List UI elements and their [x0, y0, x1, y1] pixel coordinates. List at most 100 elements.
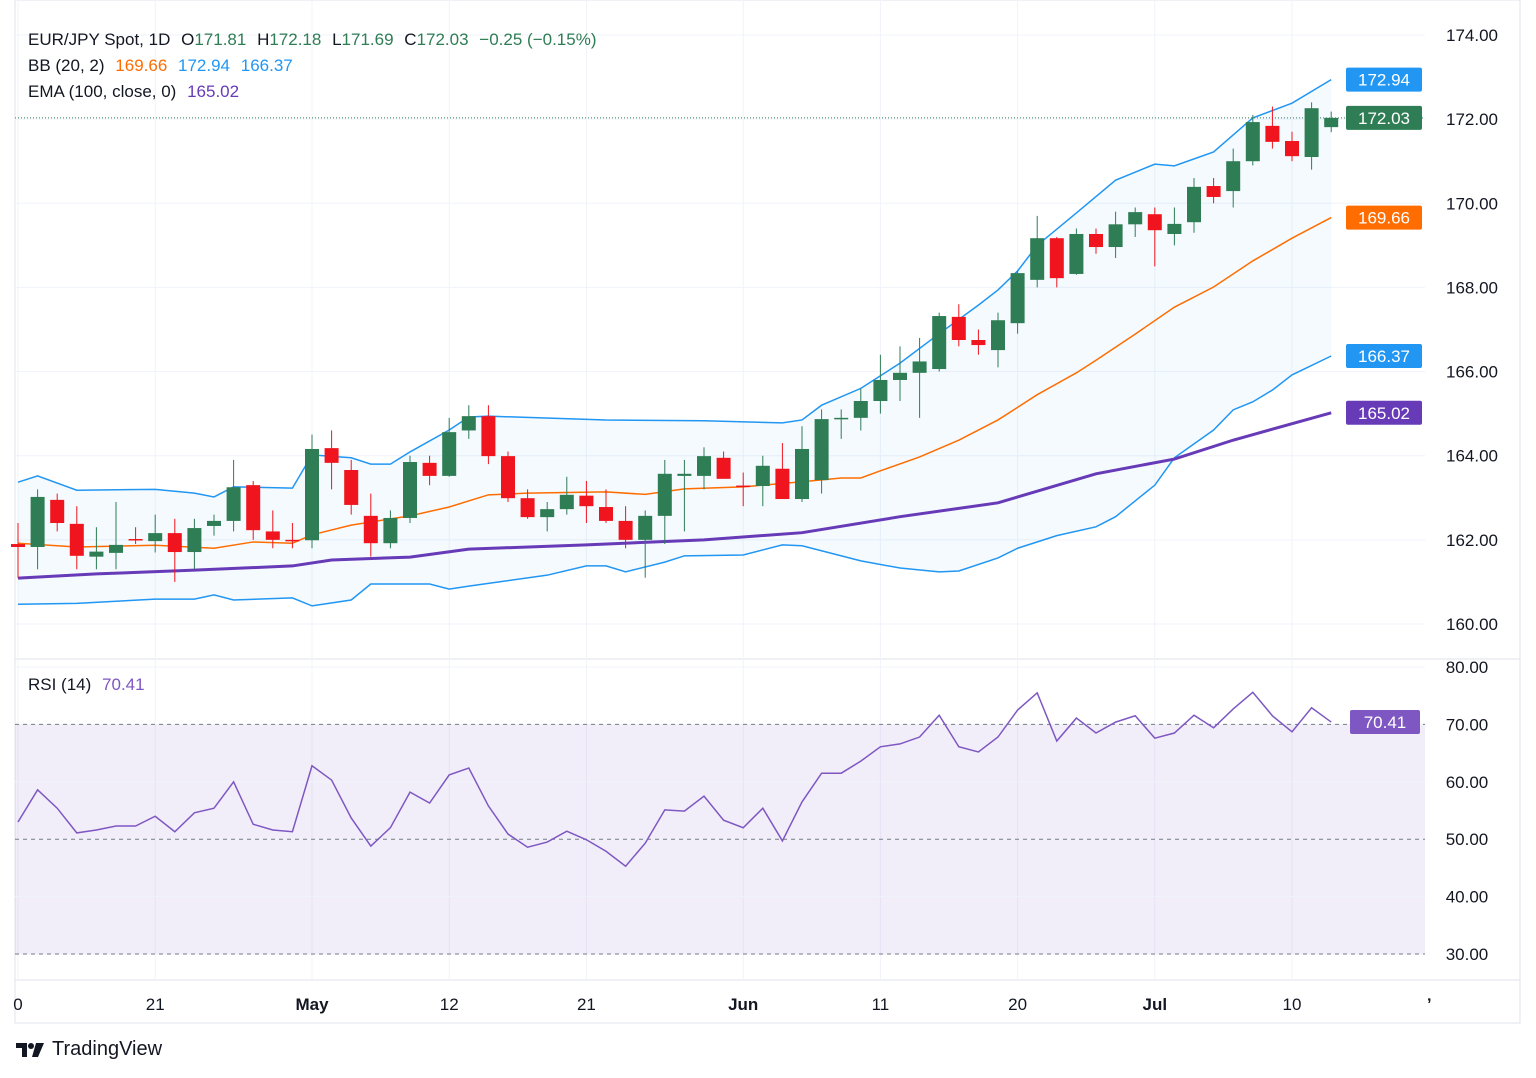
candle	[677, 459, 692, 532]
price-tag: 172.94	[1346, 67, 1422, 92]
candle	[305, 434, 319, 549]
candle-body	[11, 544, 25, 547]
candle-body	[363, 515, 378, 544]
candle	[853, 388, 868, 431]
candle-body	[167, 533, 182, 553]
y-tick-label: 168.00	[1446, 278, 1498, 297]
candle-body	[1245, 122, 1260, 162]
candle-body	[383, 517, 398, 544]
candle-body	[403, 462, 417, 518]
price-tag-label: 169.66	[1358, 209, 1410, 228]
bb-lower-value: 166.37	[240, 56, 293, 75]
rsi-tick-label: 80.00	[1446, 658, 1489, 677]
x-tick-label: 21	[146, 995, 165, 1014]
rsi-tick-label: 70.00	[1446, 715, 1489, 734]
price-tag-label: 166.37	[1358, 347, 1410, 366]
candle-body	[1304, 108, 1319, 158]
candle	[814, 409, 829, 494]
candle	[1206, 178, 1221, 204]
candle-body	[912, 361, 927, 373]
candle	[1128, 207, 1143, 237]
candle-body	[30, 496, 45, 547]
candle-body	[69, 523, 84, 556]
candle	[795, 426, 809, 502]
candle	[540, 501, 555, 532]
bb-mid-value: 169.66	[115, 56, 168, 75]
candle	[834, 409, 849, 439]
candle-body	[50, 499, 65, 524]
candle	[403, 455, 417, 524]
x-tick-label: ʼ	[1427, 995, 1432, 1014]
candle	[1265, 106, 1280, 149]
candle-body	[422, 462, 437, 476]
y-tick-label: 172.00	[1446, 110, 1498, 129]
candle	[128, 527, 143, 545]
rsi-tick-label: 30.00	[1446, 945, 1489, 964]
candle-body	[1285, 141, 1299, 157]
price-tag-bg	[1346, 400, 1422, 425]
tradingview-logo[interactable]: TradingView	[16, 1038, 162, 1061]
tradingview-logo-icon	[16, 1042, 44, 1057]
bb-label: BB (20, 2)	[28, 56, 105, 75]
rsi-line	[17, 691, 1332, 868]
price-legend: EUR/JPY Spot, 1D O171.81 H172.18 L171.69…	[28, 30, 603, 50]
candle-body	[1010, 273, 1025, 324]
candle	[1069, 228, 1084, 275]
x-tick-label: 20	[1008, 995, 1027, 1014]
candle	[226, 459, 241, 532]
candle-body	[618, 520, 633, 540]
candle	[461, 405, 476, 439]
candle	[520, 489, 535, 519]
candle-body	[265, 531, 280, 540]
candle-body	[89, 551, 104, 557]
tradingview-logo-text: TradingView	[52, 1038, 163, 1060]
candle-body	[187, 528, 202, 553]
candle-body	[520, 498, 535, 518]
candle-body	[638, 515, 653, 540]
candle-body	[795, 448, 809, 500]
candle	[991, 312, 1005, 368]
chart-frame	[14, 0, 1521, 1024]
candle-body	[305, 448, 319, 541]
candle	[207, 514, 221, 536]
candle-body	[501, 456, 515, 499]
ohlc-high: H172.18	[257, 30, 322, 49]
candle	[912, 337, 927, 418]
candle-body	[461, 416, 476, 431]
candle-body	[1128, 212, 1143, 225]
candle-body	[1324, 117, 1339, 128]
ema-label: EMA (100, close, 0)	[28, 82, 177, 101]
price-tag-bg	[1346, 343, 1422, 368]
x-tick-label: 0	[13, 995, 22, 1014]
candle	[167, 518, 182, 582]
candle-body	[246, 485, 261, 531]
candle-body	[207, 520, 221, 526]
candle	[285, 523, 300, 549]
x-tick-label: 21	[577, 995, 596, 1014]
candle	[442, 417, 457, 477]
y-tick-label: 166.00	[1446, 363, 1498, 382]
rsi-tag-bg	[1350, 710, 1420, 735]
candle-body	[677, 473, 692, 476]
candle	[344, 459, 359, 515]
candle	[579, 480, 594, 524]
price-tag-bg	[1346, 67, 1422, 92]
candle-body	[1206, 186, 1221, 197]
x-tick-label: 11	[872, 995, 890, 1014]
candle-body	[324, 448, 339, 463]
candle	[1108, 211, 1123, 258]
candle-body	[344, 470, 359, 505]
candle	[755, 455, 770, 507]
candle-body	[1030, 238, 1045, 280]
candle	[873, 354, 888, 414]
candle-body	[716, 457, 731, 479]
candle	[599, 489, 613, 524]
price-tag-label: 172.03	[1358, 109, 1410, 128]
candle	[736, 472, 751, 507]
candle-body	[932, 316, 947, 370]
candle-body	[109, 544, 123, 553]
candle	[265, 510, 280, 549]
candle-body	[1049, 238, 1064, 279]
candle	[1147, 207, 1162, 267]
